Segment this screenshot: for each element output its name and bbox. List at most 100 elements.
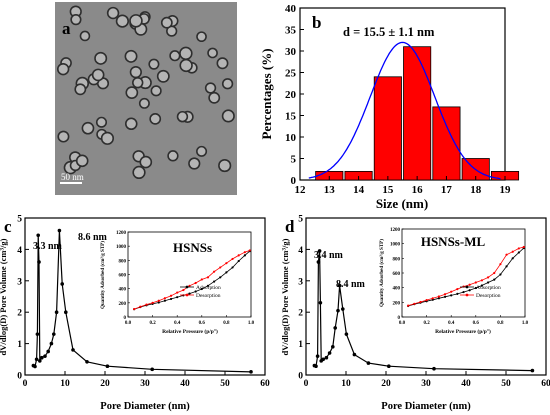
tem-nanoparticle xyxy=(81,121,95,135)
pore-size-point xyxy=(36,233,40,238)
adsorption-point xyxy=(194,290,197,293)
adsorption-point xyxy=(480,284,484,287)
y-axis-label-d: dV/dlog(D) Pore Volume (cm³/g) xyxy=(280,238,290,355)
pore-size-point xyxy=(324,355,329,360)
desorption-point xyxy=(493,271,496,275)
tem-nanoparticle xyxy=(132,165,146,180)
tem-nanoparticle xyxy=(216,57,229,70)
adsorption-point xyxy=(450,294,453,297)
inset-y-label-d: Quantity Adsorbed (cm³/g STP) xyxy=(379,239,385,307)
x-tick-label: 60 xyxy=(541,379,550,389)
pore-size-point xyxy=(317,249,322,253)
legend-dot-des-d xyxy=(465,293,469,297)
tem-nanoparticle xyxy=(132,76,144,89)
adsorption-point xyxy=(443,295,447,298)
pore-size-point xyxy=(387,364,391,369)
desorption-point xyxy=(456,288,459,291)
tem-nanoparticle xyxy=(204,82,217,94)
size-annotation: d = 15.5 ± 1.1 nm xyxy=(343,25,435,39)
inset-y-tick-label: 1200 xyxy=(116,231,127,236)
inset-d: 0.0 0.2 0.4 0.6 0.8 1.0 0 200 400 600 800 1000 1200… xyxy=(379,228,529,335)
inset-y-ticks-c: 0 200 400 600 800 1000 1200 xyxy=(116,231,130,321)
x-tick-label: 60 xyxy=(260,379,270,389)
adsorption-point xyxy=(200,287,203,291)
desorption-point xyxy=(419,300,422,304)
peak-label-c-2: 8.6 nm xyxy=(78,232,108,243)
x-ticks-c: 0 10 20 30 40 50 60 xyxy=(23,371,270,389)
panel-c: 0 10 20 30 40 50 60 0 1 2 3 4 5 c 3.3 nm 8.6 nm Por… xyxy=(0,215,270,413)
pore-size-points-d xyxy=(312,249,535,373)
inset-y-tick-label: 1200 xyxy=(390,228,401,233)
adsorption-point xyxy=(206,284,210,287)
adsorption-point xyxy=(474,286,477,290)
inset-x-tick-label: 0.8 xyxy=(497,321,504,326)
tem-particles xyxy=(56,5,235,180)
tem-nanoparticle xyxy=(129,14,143,28)
inset-y-tick-label: 200 xyxy=(119,302,127,307)
adsorption-point xyxy=(456,292,459,295)
x-tick-label: 30 xyxy=(140,379,150,389)
pore-size-point xyxy=(49,341,54,346)
histogram-bar xyxy=(432,106,461,181)
tem-nanoparticle xyxy=(124,117,138,131)
x-tick-label: 40 xyxy=(461,379,471,389)
adsorption-point xyxy=(231,266,234,269)
desorption-point xyxy=(499,263,502,266)
x-tick-label-b: 15 xyxy=(382,184,394,196)
adsorption-point xyxy=(157,301,160,304)
legend-des-c: Desorption xyxy=(196,293,221,299)
panel-d-label: d xyxy=(285,217,295,236)
legend-des-d: Desorption xyxy=(476,293,501,299)
legend-dot-des-c xyxy=(185,293,189,297)
tem-nanoparticle xyxy=(207,47,218,59)
desorption-point xyxy=(182,288,185,292)
inset-y-tick-label: 1000 xyxy=(390,243,401,248)
pore-size-point xyxy=(105,364,110,369)
y-tick-label-b: 20 xyxy=(285,89,297,101)
tem-nanoparticle xyxy=(179,58,193,73)
tem-nanoparticle xyxy=(149,113,162,125)
pore-size-point xyxy=(33,364,37,369)
adsorption-point xyxy=(169,297,173,301)
x-tick-label: 50 xyxy=(220,379,230,389)
adsorption-point xyxy=(176,296,179,299)
y-tick-label: 2 xyxy=(17,309,22,319)
inset-y-label-c: Quantity Adsorbed (cm³/g STP) xyxy=(100,241,106,309)
inset-x-tick-label: 0.4 xyxy=(448,321,455,326)
pore-size-point xyxy=(352,352,357,357)
y-axis-label-c: dV/dlog(D) Pore Volume (cm³/g) xyxy=(0,238,8,355)
inset-x-label-d: Relative Pressure (p/p°) xyxy=(435,328,491,335)
desorption-point xyxy=(151,301,154,304)
y-tick-label: 2 xyxy=(298,309,303,319)
inset-y-tick-label: 400 xyxy=(119,288,127,293)
legend-dot-ads-c xyxy=(185,285,189,289)
x-tick-label: 50 xyxy=(501,379,511,389)
desorption-point xyxy=(243,251,246,254)
x-tick-label: 10 xyxy=(60,379,70,389)
inset-y-ticks-d: 0 200 400 600 800 1000 1200 xyxy=(390,228,404,321)
adsorption-point xyxy=(437,297,440,300)
tem-nanoparticle xyxy=(115,14,130,28)
adsorption-point xyxy=(213,280,216,283)
inset-x-tick-label: 0.8 xyxy=(223,321,230,326)
pore-size-point xyxy=(249,370,253,374)
desorption-point xyxy=(219,266,222,269)
panel-c-label: c xyxy=(4,217,12,236)
inset-y-tick-label: 800 xyxy=(393,257,401,262)
peak-label-d-2: 8.4 nm xyxy=(336,279,366,290)
pore-size-point xyxy=(46,349,50,354)
y-tick-label: 4 xyxy=(17,246,22,256)
pore-size-point xyxy=(150,367,154,372)
adsorption-point xyxy=(511,257,514,260)
inset-y-tick-label: 200 xyxy=(393,301,401,306)
tem-nanoparticle xyxy=(56,62,70,76)
tem-nanoparticle xyxy=(100,131,115,145)
desorption-point xyxy=(200,278,203,281)
desorption-point xyxy=(176,291,179,294)
x-ticks-d: 0 10 20 30 40 50 60 xyxy=(304,371,550,389)
pore-size-point xyxy=(43,354,47,358)
pore-size-point xyxy=(316,260,321,264)
tem-nanoparticle xyxy=(169,50,181,62)
pore-size-point xyxy=(315,354,320,358)
pore-size-point xyxy=(432,366,436,371)
